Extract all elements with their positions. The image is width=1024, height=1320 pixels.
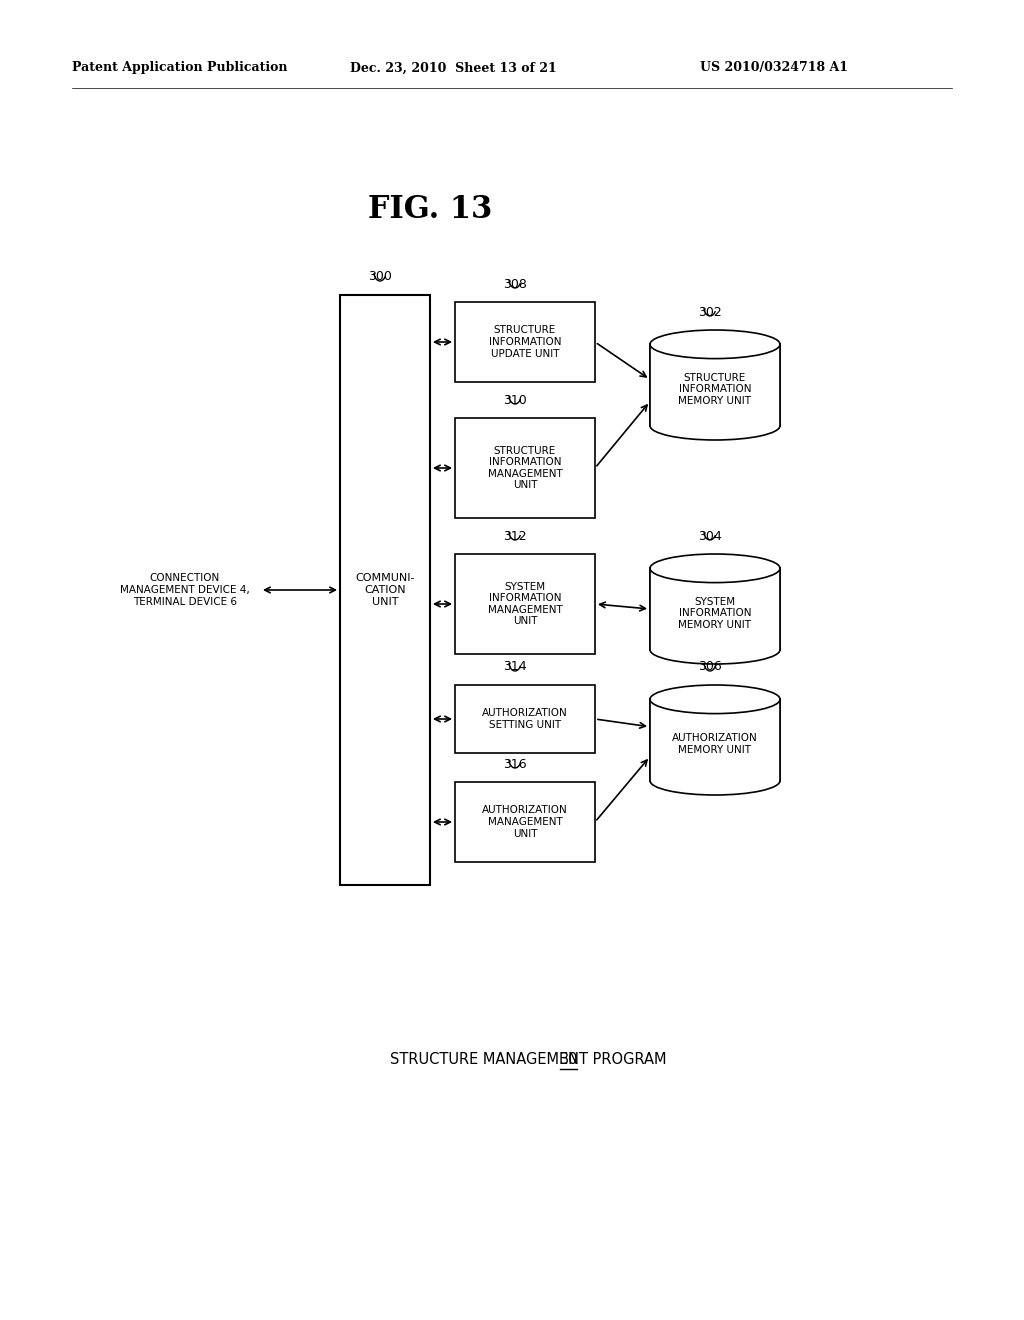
Bar xyxy=(455,554,595,653)
Ellipse shape xyxy=(650,330,780,359)
Text: 30: 30 xyxy=(560,1052,579,1068)
Text: 300: 300 xyxy=(368,271,392,284)
Text: Dec. 23, 2010  Sheet 13 of 21: Dec. 23, 2010 Sheet 13 of 21 xyxy=(350,62,557,74)
Ellipse shape xyxy=(650,554,780,582)
Bar xyxy=(650,345,780,425)
Text: 308: 308 xyxy=(503,277,527,290)
Text: 306: 306 xyxy=(698,660,722,673)
Ellipse shape xyxy=(650,685,780,714)
Text: 314: 314 xyxy=(503,660,526,673)
Bar xyxy=(340,294,430,884)
Text: 312: 312 xyxy=(503,529,526,543)
Text: SYSTEM
INFORMATION
MEMORY UNIT: SYSTEM INFORMATION MEMORY UNIT xyxy=(679,597,752,630)
Bar xyxy=(455,781,595,862)
Text: US 2010/0324718 A1: US 2010/0324718 A1 xyxy=(700,62,848,74)
Text: COMMUNI-
CATION
UNIT: COMMUNI- CATION UNIT xyxy=(355,573,415,607)
Text: FIG. 13: FIG. 13 xyxy=(368,194,493,226)
Text: SYSTEM
INFORMATION
MANAGEMENT
UNIT: SYSTEM INFORMATION MANAGEMENT UNIT xyxy=(487,582,562,627)
Bar xyxy=(650,569,780,649)
Text: AUTHORIZATION
SETTING UNIT: AUTHORIZATION SETTING UNIT xyxy=(482,709,568,730)
Text: 310: 310 xyxy=(503,393,527,407)
Text: AUTHORIZATION
MANAGEMENT
UNIT: AUTHORIZATION MANAGEMENT UNIT xyxy=(482,805,568,838)
Bar xyxy=(650,700,780,780)
Text: STRUCTURE
INFORMATION
MEMORY UNIT: STRUCTURE INFORMATION MEMORY UNIT xyxy=(679,372,752,405)
Text: AUTHORIZATION
MEMORY UNIT: AUTHORIZATION MEMORY UNIT xyxy=(672,734,758,755)
Bar xyxy=(455,302,595,381)
Bar xyxy=(455,685,595,752)
Text: STRUCTURE MANAGEMENT PROGRAM: STRUCTURE MANAGEMENT PROGRAM xyxy=(390,1052,671,1068)
Text: CONNECTION
MANAGEMENT DEVICE 4,
TERMINAL DEVICE 6: CONNECTION MANAGEMENT DEVICE 4, TERMINAL… xyxy=(120,573,250,607)
Text: 304: 304 xyxy=(698,529,722,543)
Text: STRUCTURE
INFORMATION
UPDATE UNIT: STRUCTURE INFORMATION UPDATE UNIT xyxy=(488,326,561,359)
Text: 316: 316 xyxy=(503,758,526,771)
Bar xyxy=(455,418,595,517)
Text: STRUCTURE
INFORMATION
MANAGEMENT
UNIT: STRUCTURE INFORMATION MANAGEMENT UNIT xyxy=(487,446,562,491)
Text: Patent Application Publication: Patent Application Publication xyxy=(72,62,288,74)
Text: 302: 302 xyxy=(698,305,722,318)
